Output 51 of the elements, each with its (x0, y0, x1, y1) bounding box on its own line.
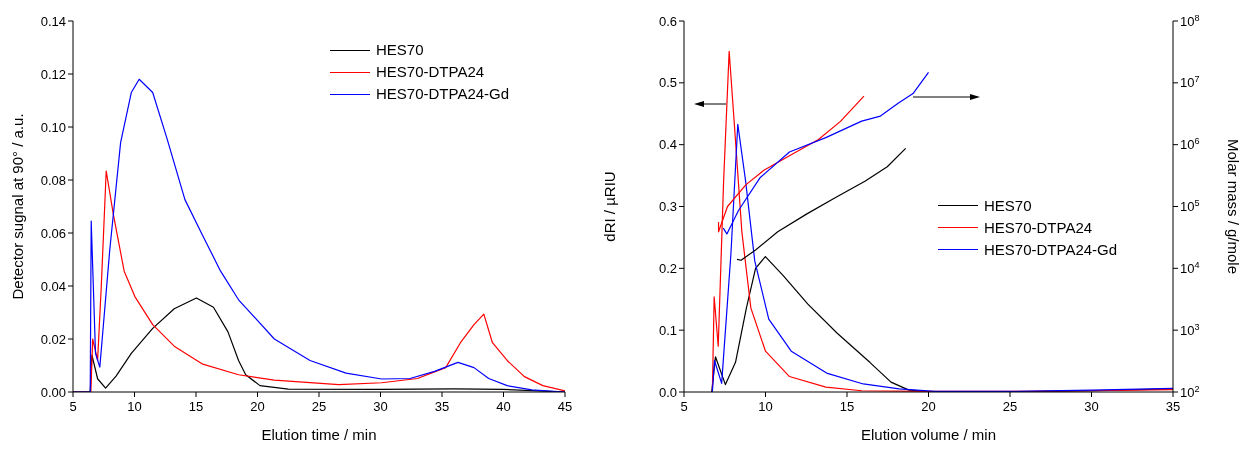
y-tick-label: 0.5 (658, 75, 677, 91)
y-tick-label: 0.00 (40, 384, 66, 400)
y-tick-label: 0.04 (40, 278, 66, 294)
x-tick-label: 5 (69, 398, 77, 414)
x-tick-label: 10 (758, 398, 773, 414)
y2-tick-label: 10$^{8}$ (1180, 12, 1200, 29)
y-tick-label: 0.02 (40, 331, 66, 347)
y-tick-label: 0.10 (40, 119, 66, 135)
y-tick-label: 0.08 (40, 172, 66, 188)
x-tick-label: 25 (1002, 398, 1018, 414)
legend-label: HES70 (376, 40, 424, 60)
y-tick-label: 0.12 (40, 66, 66, 82)
x-tick-label: 15 (188, 398, 204, 414)
line-series (717, 95, 865, 233)
legend-label: HES70-DTPA24-Gd (376, 84, 510, 104)
y-tick-label: 0.6 (658, 13, 677, 29)
y2-tick-label: 10$^{2}$ (1180, 383, 1200, 400)
x-axis-title: Elution volume / min (860, 426, 997, 443)
y-axis-title: dRI / µRIU (601, 171, 619, 242)
x-tick-label: 10 (127, 398, 142, 414)
y2-axis-title: Molar mass / g/mole (1224, 138, 1242, 275)
x-tick-label: 30 (1084, 398, 1099, 414)
y-tick-label: 0.2 (658, 260, 677, 276)
y2-tick-label: 10$^{3}$ (1180, 321, 1200, 338)
y-axis-title: Detector sugnal at 90° / a.u. (9, 113, 27, 300)
y-tick-label: 0.3 (658, 199, 677, 215)
y-tick-label: 0.14 (40, 13, 66, 29)
x-tick-label: 45 (557, 398, 573, 414)
x-axis-title: Elution time / min (261, 426, 377, 443)
x-tick-label: 20 (921, 398, 936, 414)
legend-label: HES70-DTPA24 (376, 62, 485, 82)
y2-tick-label: 10$^{4}$ (1180, 259, 1200, 276)
y2-tick-label: 10$^{6}$ (1180, 136, 1200, 153)
x-tick-label: 25 (311, 398, 327, 414)
y-tick-label: 0.1 (658, 322, 677, 338)
x-tick-label: 30 (373, 398, 388, 414)
y2-tick-label: 10$^{5}$ (1180, 198, 1200, 215)
x-tick-label: 35 (434, 398, 450, 414)
x-tick-label: 20 (250, 398, 265, 414)
legend-label: HES70-DTPA24-Gd (984, 239, 1118, 260)
y-tick-label: 0.4 (658, 137, 677, 153)
x-tick-label: 5 (680, 398, 688, 414)
line-series (736, 147, 907, 261)
legend-label: HES70-DTPA24 (984, 217, 1093, 238)
x-tick-label: 35 (1165, 398, 1181, 414)
y-tick-label: 0.0 (658, 384, 677, 400)
x-tick-label: 40 (496, 398, 511, 414)
y2-tick-label: 10$^{7}$ (1180, 74, 1200, 91)
legend-label: HES70 (984, 195, 1032, 216)
y-tick-label: 0.06 (40, 225, 66, 241)
x-tick-label: 15 (839, 398, 855, 414)
